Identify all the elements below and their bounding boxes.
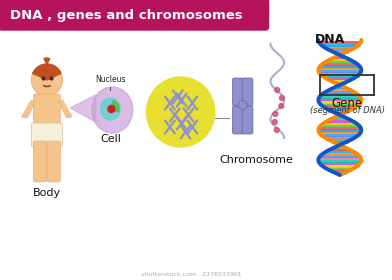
FancyBboxPatch shape <box>232 106 243 134</box>
Text: shutterstock.com · 2276533901: shutterstock.com · 2276533901 <box>141 272 242 277</box>
Circle shape <box>274 88 279 92</box>
Ellipse shape <box>92 87 133 133</box>
FancyBboxPatch shape <box>31 123 62 147</box>
Circle shape <box>277 95 282 101</box>
FancyBboxPatch shape <box>33 94 60 130</box>
FancyBboxPatch shape <box>47 141 60 182</box>
Circle shape <box>147 77 215 147</box>
Circle shape <box>31 64 62 96</box>
Circle shape <box>277 111 281 116</box>
FancyBboxPatch shape <box>242 78 253 106</box>
FancyBboxPatch shape <box>33 141 47 182</box>
Polygon shape <box>70 95 96 122</box>
Text: Body: Body <box>33 188 61 198</box>
Circle shape <box>272 127 277 132</box>
Wedge shape <box>110 101 119 112</box>
Text: DNA: DNA <box>314 33 345 46</box>
Wedge shape <box>44 58 50 64</box>
Polygon shape <box>58 100 72 118</box>
Text: DNA , genes and chromosomes: DNA , genes and chromosomes <box>10 8 242 22</box>
Ellipse shape <box>101 98 120 120</box>
FancyBboxPatch shape <box>0 0 269 30</box>
Circle shape <box>273 120 278 125</box>
Text: (segment of DNA): (segment of DNA) <box>310 106 385 115</box>
Circle shape <box>238 101 247 109</box>
Circle shape <box>276 104 281 109</box>
Text: Nucleus: Nucleus <box>95 75 125 84</box>
Circle shape <box>108 106 115 113</box>
Polygon shape <box>22 100 35 118</box>
Text: Chromosome: Chromosome <box>219 155 293 165</box>
Wedge shape <box>33 64 61 80</box>
Text: Cell: Cell <box>100 134 121 144</box>
FancyBboxPatch shape <box>42 91 52 99</box>
Text: Gene: Gene <box>332 97 363 110</box>
FancyBboxPatch shape <box>242 106 253 134</box>
FancyBboxPatch shape <box>232 78 243 106</box>
